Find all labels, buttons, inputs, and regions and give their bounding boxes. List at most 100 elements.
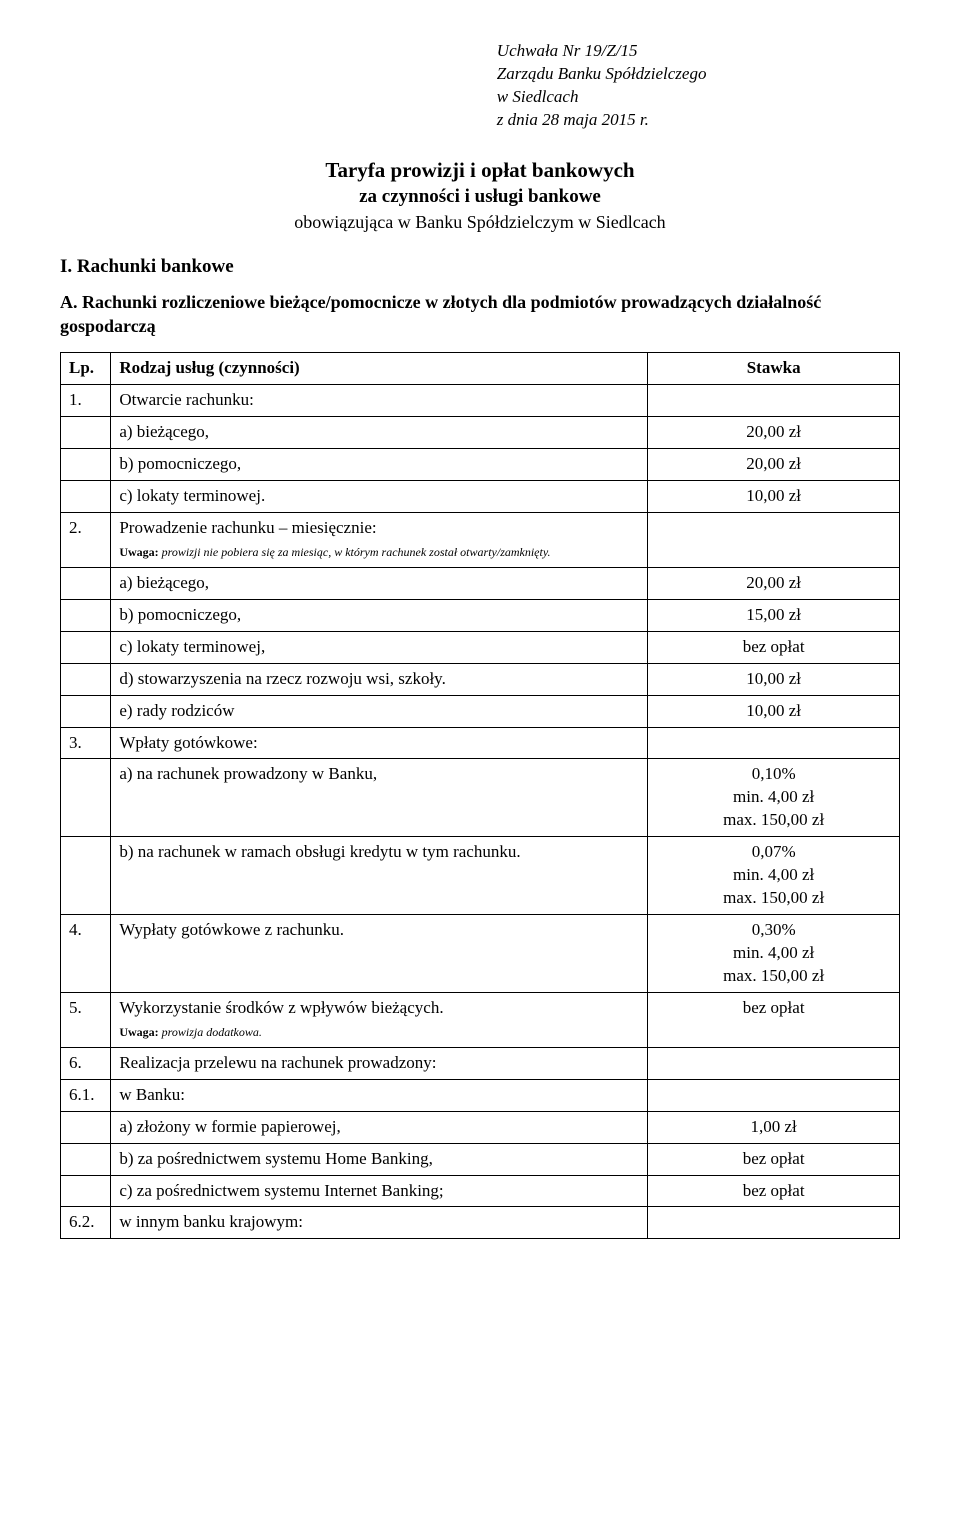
cell-desc: Realizacja przelewu na rachunek prowadzo… — [111, 1047, 648, 1079]
cell-lp: 6.1. — [61, 1079, 111, 1111]
cell-lp — [61, 449, 111, 481]
cell-lp — [61, 1175, 111, 1207]
resolution-line1: Uchwała Nr 19/Z/15 — [497, 40, 900, 63]
table-row: 2.Prowadzenie rachunku – miesięcznie:Uwa… — [61, 512, 900, 567]
table-row: d) stowarzyszenia na rzecz rozwoju wsi, … — [61, 663, 900, 695]
resolution-line3: w Siedlcach — [497, 86, 900, 109]
cell-desc: Wykorzystanie środków z wpływów bieżącyc… — [111, 992, 648, 1047]
cell-value: 0,30%min. 4,00 złmax. 150,00 zł — [648, 915, 900, 993]
table-row: c) za pośrednictwem systemu Internet Ban… — [61, 1175, 900, 1207]
title-tertiary: obowiązująca w Banku Spółdzielczym w Sie… — [60, 210, 900, 234]
cell-value: bez opłat — [648, 1143, 900, 1175]
cell-value — [648, 512, 900, 567]
cell-desc: Otwarcie rachunku: — [111, 385, 648, 417]
cell-lp — [61, 481, 111, 513]
resolution-header: Uchwała Nr 19/Z/15 Zarządu Banku Spółdzi… — [497, 40, 900, 132]
cell-desc: b) na rachunek w ramach obsługi kredytu … — [111, 837, 648, 915]
col-header-lp: Lp. — [61, 353, 111, 385]
cell-desc: a) bieżącego, — [111, 567, 648, 599]
cell-desc: Prowadzenie rachunku – miesięcznie:Uwaga… — [111, 512, 648, 567]
table-row: b) na rachunek w ramach obsługi kredytu … — [61, 837, 900, 915]
cell-value: 10,00 zł — [648, 695, 900, 727]
section-heading: I. Rachunki bankowe — [60, 254, 900, 280]
table-row: a) bieżącego,20,00 zł — [61, 417, 900, 449]
cell-desc: c) za pośrednictwem systemu Internet Ban… — [111, 1175, 648, 1207]
cell-value — [648, 1047, 900, 1079]
cell-value: bez opłat — [648, 992, 900, 1047]
cell-value: 10,00 zł — [648, 481, 900, 513]
cell-lp — [61, 695, 111, 727]
cell-value: bez opłat — [648, 1175, 900, 1207]
cell-desc: a) złożony w formie papierowej, — [111, 1111, 648, 1143]
table-row: a) złożony w formie papierowej,1,00 zł — [61, 1111, 900, 1143]
table-row: 6.Realizacja przelewu na rachunek prowad… — [61, 1047, 900, 1079]
table-row: 1.Otwarcie rachunku: — [61, 385, 900, 417]
table-row: a) bieżącego,20,00 zł — [61, 567, 900, 599]
cell-desc: w Banku: — [111, 1079, 648, 1111]
cell-desc: c) lokaty terminowej, — [111, 631, 648, 663]
table-row: 6.2.w innym banku krajowym: — [61, 1207, 900, 1239]
cell-lp — [61, 417, 111, 449]
cell-value: 20,00 zł — [648, 417, 900, 449]
table-row: 4.Wypłaty gotówkowe z rachunku.0,30%min.… — [61, 915, 900, 993]
cell-desc: e) rady rodziców — [111, 695, 648, 727]
cell-value: 1,00 zł — [648, 1111, 900, 1143]
cell-lp — [61, 567, 111, 599]
subsection-heading: A. Rachunki rozliczeniowe bieżące/pomocn… — [60, 290, 900, 339]
title-main: Taryfa prowizji i opłat bankowych — [60, 156, 900, 184]
table-row: b) za pośrednictwem systemu Home Banking… — [61, 1143, 900, 1175]
title-sub: za czynności i usługi bankowe — [60, 184, 900, 210]
cell-value: bez opłat — [648, 631, 900, 663]
cell-lp: 4. — [61, 915, 111, 993]
col-header-desc: Rodzaj usług (czynności) — [111, 353, 648, 385]
table-row: 6.1.w Banku: — [61, 1079, 900, 1111]
table-row: a) na rachunek prowadzony w Banku,0,10%m… — [61, 759, 900, 837]
cell-lp: 3. — [61, 727, 111, 759]
cell-lp — [61, 631, 111, 663]
cell-desc: b) pomocniczego, — [111, 599, 648, 631]
cell-lp — [61, 759, 111, 837]
cell-desc: a) na rachunek prowadzony w Banku, — [111, 759, 648, 837]
cell-desc: c) lokaty terminowej. — [111, 481, 648, 513]
fees-table: Lp. Rodzaj usług (czynności) Stawka 1.Ot… — [60, 352, 900, 1239]
cell-desc: b) pomocniczego, — [111, 449, 648, 481]
table-row: c) lokaty terminowej.10,00 zł — [61, 481, 900, 513]
table-header-row: Lp. Rodzaj usług (czynności) Stawka — [61, 353, 900, 385]
resolution-line4: z dnia 28 maja 2015 r. — [497, 109, 900, 132]
cell-desc: b) za pośrednictwem systemu Home Banking… — [111, 1143, 648, 1175]
document-title: Taryfa prowizji i opłat bankowych za czy… — [60, 156, 900, 234]
cell-desc: w innym banku krajowym: — [111, 1207, 648, 1239]
cell-lp — [61, 599, 111, 631]
cell-lp: 6.2. — [61, 1207, 111, 1239]
cell-value: 20,00 zł — [648, 449, 900, 481]
cell-lp: 1. — [61, 385, 111, 417]
table-row: 3.Wpłaty gotówkowe: — [61, 727, 900, 759]
cell-desc: a) bieżącego, — [111, 417, 648, 449]
cell-value: 20,00 zł — [648, 567, 900, 599]
cell-value — [648, 385, 900, 417]
cell-lp — [61, 663, 111, 695]
table-row: e) rady rodziców10,00 zł — [61, 695, 900, 727]
cell-lp — [61, 1111, 111, 1143]
cell-value: 10,00 zł — [648, 663, 900, 695]
table-row: b) pomocniczego,20,00 zł — [61, 449, 900, 481]
cell-value: 15,00 zł — [648, 599, 900, 631]
cell-value: 0,10%min. 4,00 złmax. 150,00 zł — [648, 759, 900, 837]
cell-lp: 5. — [61, 992, 111, 1047]
cell-value: 0,07%min. 4,00 złmax. 150,00 zł — [648, 837, 900, 915]
cell-lp — [61, 1143, 111, 1175]
cell-lp — [61, 837, 111, 915]
resolution-line2: Zarządu Banku Spółdzielczego — [497, 63, 900, 86]
table-row: 5.Wykorzystanie środków z wpływów bieżąc… — [61, 992, 900, 1047]
cell-note: Uwaga: prowizji nie pobiera się za miesi… — [119, 545, 550, 559]
cell-lp: 6. — [61, 1047, 111, 1079]
cell-desc: d) stowarzyszenia na rzecz rozwoju wsi, … — [111, 663, 648, 695]
cell-desc: Wypłaty gotówkowe z rachunku. — [111, 915, 648, 993]
col-header-val: Stawka — [648, 353, 900, 385]
cell-lp: 2. — [61, 512, 111, 567]
cell-value — [648, 727, 900, 759]
table-row: c) lokaty terminowej,bez opłat — [61, 631, 900, 663]
table-row: b) pomocniczego,15,00 zł — [61, 599, 900, 631]
cell-desc: Wpłaty gotówkowe: — [111, 727, 648, 759]
cell-note: Uwaga: prowizja dodatkowa. — [119, 1025, 262, 1039]
